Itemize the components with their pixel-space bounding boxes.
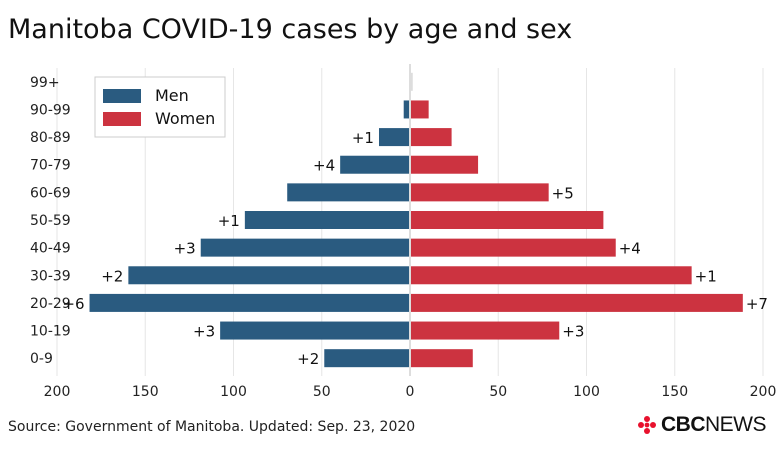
x-tick-label: 0 [406,384,415,400]
y-tick-label: 90-99 [30,102,71,118]
y-tick-label: 60-69 [30,185,71,201]
bar-men [378,128,409,147]
bar-men [128,266,410,285]
change-label-men: +4 [313,157,335,175]
y-tick-label: 99+ [30,75,60,91]
change-label-men: +2 [297,350,319,368]
brand-name-bold: CBC [661,413,706,436]
source-note: Source: Government of Manitoba. Updated:… [8,419,416,435]
y-tick-label: 40-49 [30,241,71,257]
x-tick-label: 50 [313,384,331,400]
change-label-men: +2 [101,267,123,285]
x-tick-label: 50 [489,384,507,400]
bar-women [411,100,429,119]
change-label-men: +3 [193,323,215,341]
legend-swatch-women [103,112,141,126]
legend-box [94,76,226,138]
bar-men [89,293,409,312]
legend-swatch-men [103,89,141,103]
x-tick-label: 150 [661,384,688,400]
bar-men [200,238,409,257]
change-label-women: +4 [619,240,641,258]
bar-women [411,321,560,340]
change-label-women: +3 [562,323,584,341]
change-label-women: +5 [552,184,574,202]
bar-women [411,155,479,174]
bar-women [411,266,692,285]
bar-women [411,72,413,91]
y-tick-label: 80-89 [30,130,71,146]
change-label-men: +1 [352,129,374,147]
y-tick-label: 30-39 [30,268,71,284]
bar-men [244,211,409,229]
bar-men [340,155,409,174]
bar-women [411,349,473,368]
bars [89,72,743,368]
change-label-men: +3 [174,240,196,258]
change-label-women: +1 [695,267,717,285]
x-tick-label: 200 [750,384,777,400]
bar-women [411,293,743,312]
y-tick-label: 50-59 [30,213,71,229]
change-label-men: +6 [62,295,84,313]
x-tick-label: 100 [573,384,600,400]
legend: Men Women [94,76,226,138]
legend-label-men: Men [155,86,189,105]
bar-women [411,183,549,202]
y-tick-label: 10-19 [30,324,71,340]
x-tick-label: 100 [220,384,247,400]
bar-men [220,321,409,340]
bar-women [411,238,616,257]
bar-women [411,211,604,229]
bar-men [403,100,409,119]
bar-women [411,128,452,147]
bar-men [287,183,409,202]
x-tick-label: 150 [132,384,159,400]
population-pyramid-chart: 200 150 100 50 0 50 100 150 200 0-9 +2 10-19 +3 +3 20-… [30,64,776,400]
y-tick-label: 0-9 [30,351,53,367]
y-tick-label: 70-79 [30,158,71,174]
y-tick-label: 20-29 [30,296,71,312]
change-label-women: +7 [746,295,768,313]
x-tick-label: 200 [44,384,71,400]
change-label-men: +1 [218,212,240,230]
legend-label-women: Women [155,109,215,128]
brand-name: CBCNEWS [661,413,767,437]
cbc-news-logo: CBCNEWS [637,413,767,437]
chart-title: Manitoba COVID-19 cases by age and sex [8,14,573,45]
labels: 200 150 100 50 0 50 100 150 200 0-9 +2 10-19 +3 +3 20-… [30,75,776,400]
bar-men [324,349,409,368]
cbc-gem-icon [638,416,656,434]
brand-name-light: NEWS [705,413,767,436]
